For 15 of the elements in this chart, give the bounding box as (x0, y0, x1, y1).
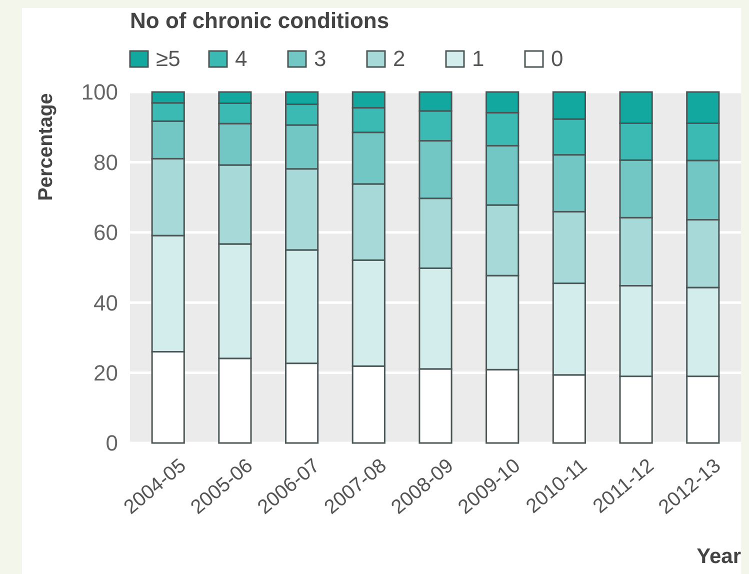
y-tick-label: 100 (81, 80, 118, 105)
y-axis-title: Percentage (35, 93, 57, 201)
y-tick-label: 0 (106, 430, 118, 456)
legend-label: 0 (551, 46, 564, 71)
y-tick-label: 40 (94, 290, 118, 316)
legend-label: 4 (235, 46, 248, 71)
legend-title: No of chronic conditions (130, 8, 390, 33)
legend-label: 3 (314, 46, 326, 71)
y-tick-label: 20 (94, 360, 118, 386)
legend-label: 2 (393, 46, 406, 71)
y-tick-label: 80 (94, 150, 118, 175)
y-tick-label: 60 (94, 220, 118, 246)
legend-label: 1 (472, 46, 484, 71)
legend-label: ≥5 (156, 46, 180, 71)
x-axis-title: Year (696, 545, 741, 568)
